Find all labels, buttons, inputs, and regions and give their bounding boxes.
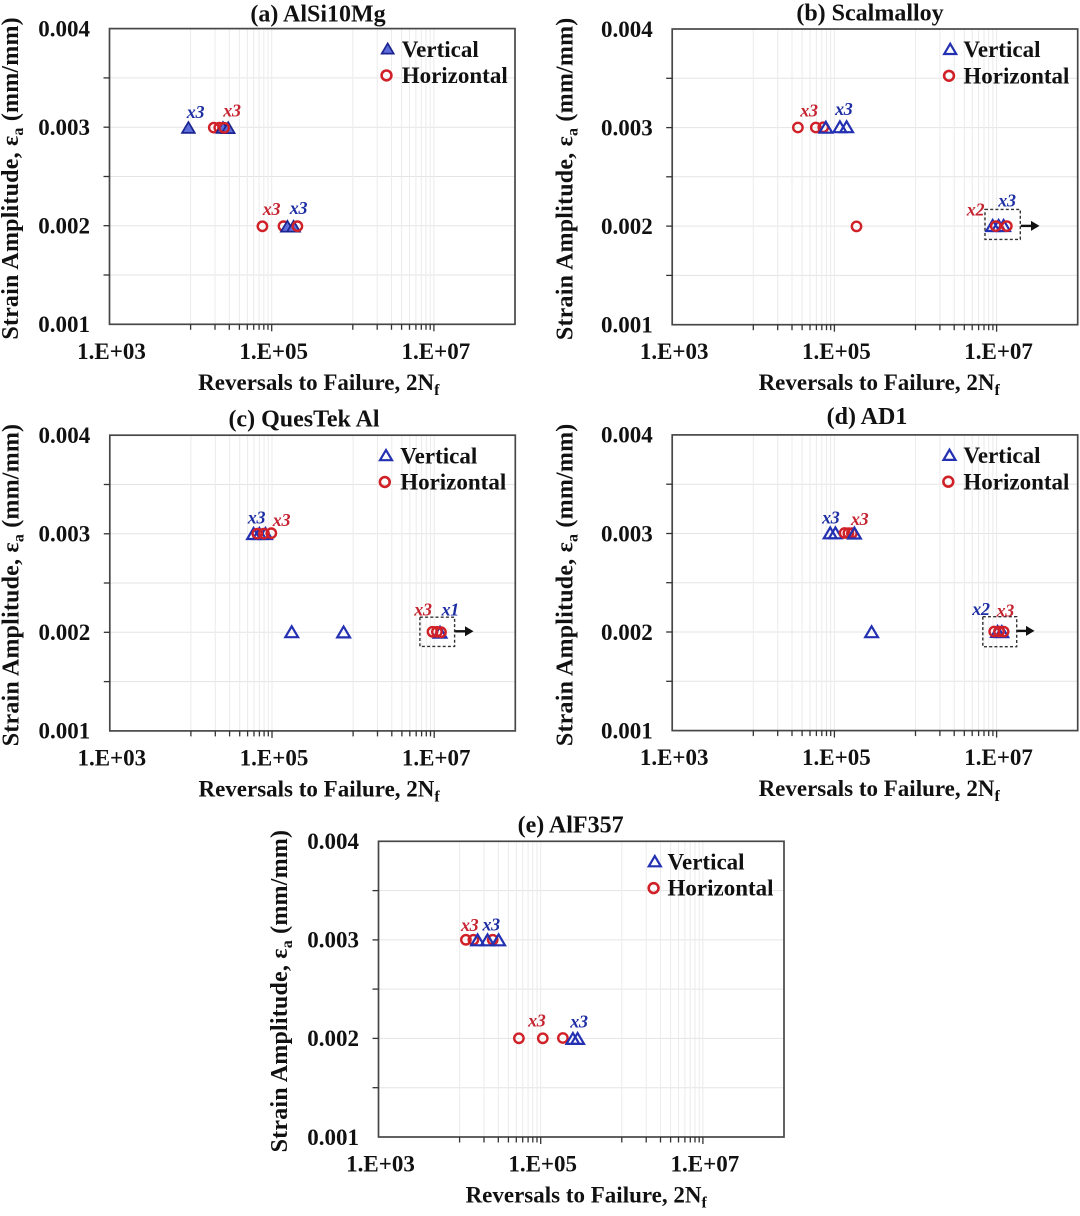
svg-text:0.001: 0.001: [38, 312, 90, 337]
svg-text:1.E+07: 1.E+07: [671, 1152, 740, 1177]
svg-text:1.E+05: 1.E+05: [508, 1152, 577, 1177]
svg-text:x3: x3: [289, 198, 308, 218]
svg-text:x3: x3: [247, 508, 266, 528]
svg-text:x3: x3: [222, 101, 241, 121]
svg-text:0.001: 0.001: [39, 719, 91, 744]
svg-text:0.002: 0.002: [39, 620, 91, 645]
svg-text:0.003: 0.003: [601, 521, 653, 546]
svg-text:1.E+03: 1.E+03: [346, 1152, 415, 1177]
svg-text:Vertical: Vertical: [668, 850, 745, 875]
svg-text:Strain Amplitude, εa (mm/mm): Strain Amplitude, εa (mm/mm): [267, 830, 296, 1153]
svg-text:x3: x3: [413, 600, 432, 620]
svg-text:1.E+07: 1.E+07: [402, 339, 471, 364]
svg-text:Horizontal: Horizontal: [668, 876, 774, 901]
svg-text:Reversals to Failure, 2Nf: Reversals to Failure, 2Nf: [466, 1183, 708, 1212]
svg-text:1.E+03: 1.E+03: [77, 745, 146, 770]
svg-text:Vertical: Vertical: [402, 37, 479, 62]
svg-text:Horizontal: Horizontal: [963, 63, 1069, 88]
svg-text:Strain Amplitude, εa (mm/mm): Strain Amplitude, εa (mm/mm): [0, 17, 27, 340]
svg-text:0.004: 0.004: [307, 829, 359, 854]
svg-text:0.002: 0.002: [38, 214, 90, 239]
svg-text:0.003: 0.003: [601, 115, 653, 140]
svg-text:Reversals to Failure, 2Nf: Reversals to Failure, 2Nf: [759, 370, 1001, 399]
svg-text:x3: x3: [527, 1011, 546, 1031]
svg-text:Strain Amplitude, εa (mm/mm): Strain Amplitude, εa (mm/mm): [0, 424, 27, 747]
svg-text:x3: x3: [799, 100, 818, 120]
svg-text:0.002: 0.002: [307, 1026, 359, 1051]
svg-text:x3: x3: [996, 601, 1015, 621]
svg-text:0.003: 0.003: [307, 928, 359, 953]
svg-text:(e) AlF357: (e) AlF357: [518, 813, 624, 839]
svg-text:1.E+05: 1.E+05: [802, 745, 871, 770]
svg-text:0.004: 0.004: [39, 423, 91, 448]
svg-text:x3: x3: [262, 199, 281, 219]
svg-text:Horizontal: Horizontal: [402, 63, 508, 88]
svg-text:x2: x2: [966, 200, 985, 220]
svg-text:x2: x2: [971, 599, 990, 619]
svg-text:0.002: 0.002: [601, 620, 653, 645]
svg-text:x1: x1: [441, 599, 459, 619]
svg-text:0.002: 0.002: [601, 214, 653, 239]
svg-text:x3: x3: [186, 102, 205, 122]
svg-text:Vertical: Vertical: [963, 443, 1040, 468]
svg-text:1.E+05: 1.E+05: [239, 339, 308, 364]
svg-text:0.004: 0.004: [601, 423, 653, 448]
svg-text:Reversals to Failure, 2Nf: Reversals to Failure, 2Nf: [198, 776, 440, 805]
svg-text:Strain Amplitude, εa (mm/mm): Strain Amplitude, εa (mm/mm): [553, 424, 582, 747]
svg-text:1.E+03: 1.E+03: [77, 339, 146, 364]
svg-text:(b) Scalmalloy: (b) Scalmalloy: [796, 1, 943, 27]
svg-text:x3: x3: [272, 510, 291, 530]
svg-text:x3: x3: [834, 99, 853, 119]
svg-text:0.001: 0.001: [601, 718, 653, 743]
svg-text:x3: x3: [460, 915, 479, 935]
svg-text:0.003: 0.003: [38, 115, 90, 140]
svg-text:1.E+07: 1.E+07: [402, 745, 471, 770]
svg-text:Strain Amplitude, εa (mm/mm): Strain Amplitude, εa (mm/mm): [553, 18, 582, 341]
svg-text:Horizontal: Horizontal: [963, 469, 1069, 494]
svg-text:(d) AD1: (d) AD1: [827, 404, 908, 430]
svg-text:Vertical: Vertical: [963, 37, 1040, 62]
svg-text:x3: x3: [569, 1012, 588, 1032]
svg-text:Vertical: Vertical: [400, 443, 477, 468]
svg-text:1.E+05: 1.E+05: [802, 339, 871, 364]
svg-text:x3: x3: [481, 915, 500, 935]
svg-text:1.E+03: 1.E+03: [640, 745, 709, 770]
svg-text:(c) QuesTek Al: (c) QuesTek Al: [228, 406, 379, 432]
svg-text:x3: x3: [997, 190, 1016, 210]
svg-text:1.E+07: 1.E+07: [964, 339, 1033, 364]
svg-text:x3: x3: [850, 509, 869, 529]
svg-text:Reversals to Failure, 2Nf: Reversals to Failure, 2Nf: [198, 370, 440, 399]
svg-text:1.E+07: 1.E+07: [964, 745, 1033, 770]
svg-text:Reversals to Failure, 2Nf: Reversals to Failure, 2Nf: [759, 776, 1001, 805]
svg-text:(a) AlSi10Mg: (a) AlSi10Mg: [250, 2, 385, 28]
svg-text:1.E+03: 1.E+03: [640, 339, 709, 364]
svg-text:0.003: 0.003: [39, 522, 91, 547]
svg-text:1.E+05: 1.E+05: [240, 745, 309, 770]
svg-text:x3: x3: [821, 508, 840, 528]
svg-text:0.004: 0.004: [601, 17, 653, 42]
svg-text:0.001: 0.001: [307, 1125, 359, 1150]
svg-text:0.001: 0.001: [601, 313, 653, 338]
svg-text:0.004: 0.004: [38, 16, 90, 41]
svg-text:Horizontal: Horizontal: [400, 470, 506, 495]
